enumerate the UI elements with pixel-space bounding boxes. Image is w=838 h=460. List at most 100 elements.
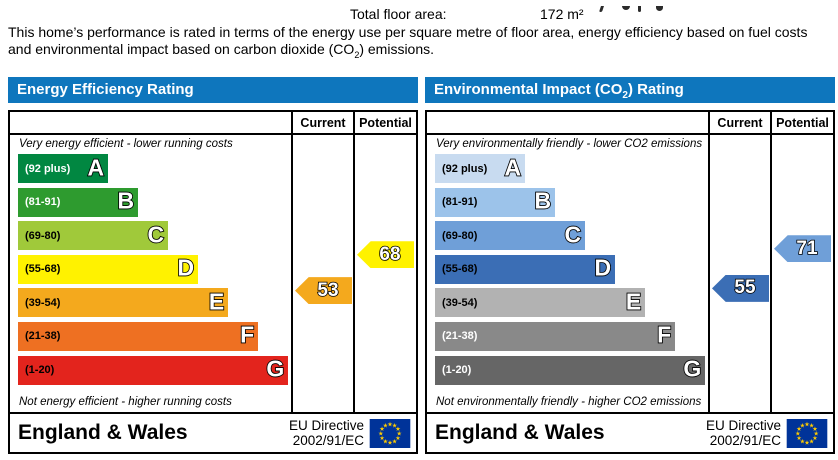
band-row-f: (21-38) F: [18, 321, 291, 356]
potential-column: 68: [353, 135, 416, 412]
band-range-label: (1-20): [442, 364, 472, 377]
band-range-label: (69-80): [442, 229, 478, 242]
band-bar-g: (1-20) G: [18, 355, 289, 385]
band-bar-b: (81-91) B: [18, 187, 139, 217]
band-row-a: (92 plus) A: [435, 154, 708, 188]
eu-directive-label: EU Directive 2002/91/EC: [288, 417, 364, 448]
band-row-f: (21-38) F: [435, 321, 708, 356]
current-rating-arrow: 55: [712, 274, 769, 302]
band-letter: F: [239, 322, 255, 349]
band-range-label: (39-54): [442, 296, 478, 309]
bottom-caption: Not energy efficient - higher running co…: [19, 396, 232, 408]
rating-table: Current Potential Very energy efficient …: [8, 110, 418, 454]
potential-column-header: Potential: [770, 112, 833, 133]
region-label: England & Wales: [18, 421, 188, 444]
band-range-label: (92 plus): [442, 162, 488, 175]
band-letter: A: [87, 154, 105, 181]
band-row-a: (92 plus) A: [18, 154, 291, 188]
band-letter: G: [266, 355, 286, 382]
potential-rating-arrow: 71: [774, 235, 831, 263]
floor-area-label: Total floor area:: [350, 6, 447, 22]
potential-column: 71: [770, 135, 833, 412]
rating-body: Very energy efficient - lower running co…: [10, 135, 416, 412]
band-letter: F: [656, 322, 672, 349]
header-spacer: [427, 112, 708, 133]
band-row-d: (55-68) D: [18, 254, 291, 289]
band-letter: E: [625, 288, 642, 315]
rating-bands-area: Very environmentally friendly - lower CO…: [427, 135, 708, 412]
band-letter: B: [117, 187, 135, 214]
charts-row: Energy Efficiency Rating Current Potenti…: [8, 77, 835, 454]
top-caption: Very energy efficient - lower running co…: [19, 138, 233, 150]
potential-rating-value: 71: [796, 237, 819, 260]
column-header-row: Current Potential: [10, 112, 416, 135]
current-column-header: Current: [708, 112, 770, 133]
current-column-header: Current: [291, 112, 353, 133]
band-range-label: (21-38): [442, 330, 478, 343]
potential-column-header: Potential: [353, 112, 416, 133]
rating-bands-area: Very energy efficient - lower running co…: [10, 135, 291, 412]
current-column: 55: [708, 135, 770, 412]
eu-directive-label: EU Directive 2002/91/EC: [705, 417, 781, 448]
current-column: 53: [291, 135, 353, 412]
clipped-text-fragment: [598, 6, 668, 12]
band-range-label: (92 plus): [25, 162, 71, 175]
band-range-label: (55-68): [25, 263, 61, 276]
band-row-c: (69-80) C: [18, 221, 291, 255]
region-label: England & Wales: [435, 421, 605, 444]
band-range-label: (21-38): [25, 330, 61, 343]
band-bar-a: (92 plus) A: [18, 154, 109, 183]
band-range-label: (69-80): [25, 229, 61, 242]
band-range-label: (55-68): [442, 263, 478, 276]
band-letter: E: [208, 288, 225, 315]
rating-body: Very environmentally friendly - lower CO…: [427, 135, 833, 412]
band-bar-d: (55-68) D: [435, 254, 616, 284]
top-caption: Very environmentally friendly - lower CO…: [436, 138, 703, 150]
potential-rating-arrow: 68: [357, 241, 414, 269]
current-rating-value: 55: [734, 277, 757, 300]
band-letter: G: [683, 355, 703, 382]
band-row-g: (1-20) G: [18, 355, 291, 390]
band-range-label: (81-91): [25, 196, 61, 209]
intro-co2-subscript: 2: [354, 49, 360, 60]
energy-efficiency-title: Energy Efficiency Rating: [8, 77, 418, 103]
band-bar-b: (81-91) B: [435, 187, 556, 217]
column-header-row: Current Potential: [427, 112, 833, 135]
band-bar-c: (69-80) C: [435, 221, 586, 251]
band-row-c: (69-80) C: [435, 221, 708, 255]
band-range-label: (1-20): [25, 364, 55, 377]
floor-area-row: Total floor area: 172 m²: [0, 6, 838, 24]
environmental-impact-chart: Environmental Impact (CO2) Rating Curren…: [425, 77, 835, 454]
band-bar-e: (39-54) E: [435, 288, 646, 318]
rating-bands: (92 plus) A (81-91) B (69-80) C (55-68) D (39-54…: [435, 154, 708, 389]
rating-table: Current Potential Very environmentally f…: [425, 110, 835, 454]
band-bar-f: (21-38) F: [18, 321, 259, 351]
environmental-impact-title: Environmental Impact (CO2) Rating: [425, 77, 835, 103]
band-letter: A: [504, 154, 522, 181]
energy-efficiency-chart: Energy Efficiency Rating Current Potenti…: [8, 77, 418, 454]
band-row-d: (55-68) D: [435, 254, 708, 289]
band-row-g: (1-20) G: [435, 355, 708, 390]
band-range-label: (81-91): [442, 196, 478, 209]
band-letter: D: [177, 254, 195, 281]
eu-flag-icon: [786, 418, 828, 448]
rating-bands: (92 plus) A (81-91) B (69-80) C (55-68) D (39-54…: [18, 154, 291, 389]
band-bar-e: (39-54) E: [18, 288, 229, 318]
chart-footer: England & Wales EU Directive 2002/91/EC: [427, 412, 833, 452]
chart-footer: England & Wales EU Directive 2002/91/EC: [10, 412, 416, 452]
eu-flag-icon: [369, 418, 411, 448]
intro-text-end: ) emissions.: [359, 40, 435, 57]
band-bar-a: (92 plus) A: [435, 154, 526, 183]
band-bar-c: (69-80) C: [18, 221, 169, 251]
band-letter: B: [534, 187, 552, 214]
band-row-e: (39-54) E: [18, 288, 291, 322]
floor-area-value: 172 m²: [540, 6, 584, 22]
current-rating-value: 53: [317, 279, 340, 302]
band-letter: C: [564, 221, 582, 248]
band-bar-g: (1-20) G: [435, 355, 706, 385]
band-row-b: (81-91) B: [435, 187, 708, 222]
band-letter: C: [147, 221, 165, 248]
band-range-label: (39-54): [25, 296, 61, 309]
band-bar-d: (55-68) D: [18, 254, 199, 284]
